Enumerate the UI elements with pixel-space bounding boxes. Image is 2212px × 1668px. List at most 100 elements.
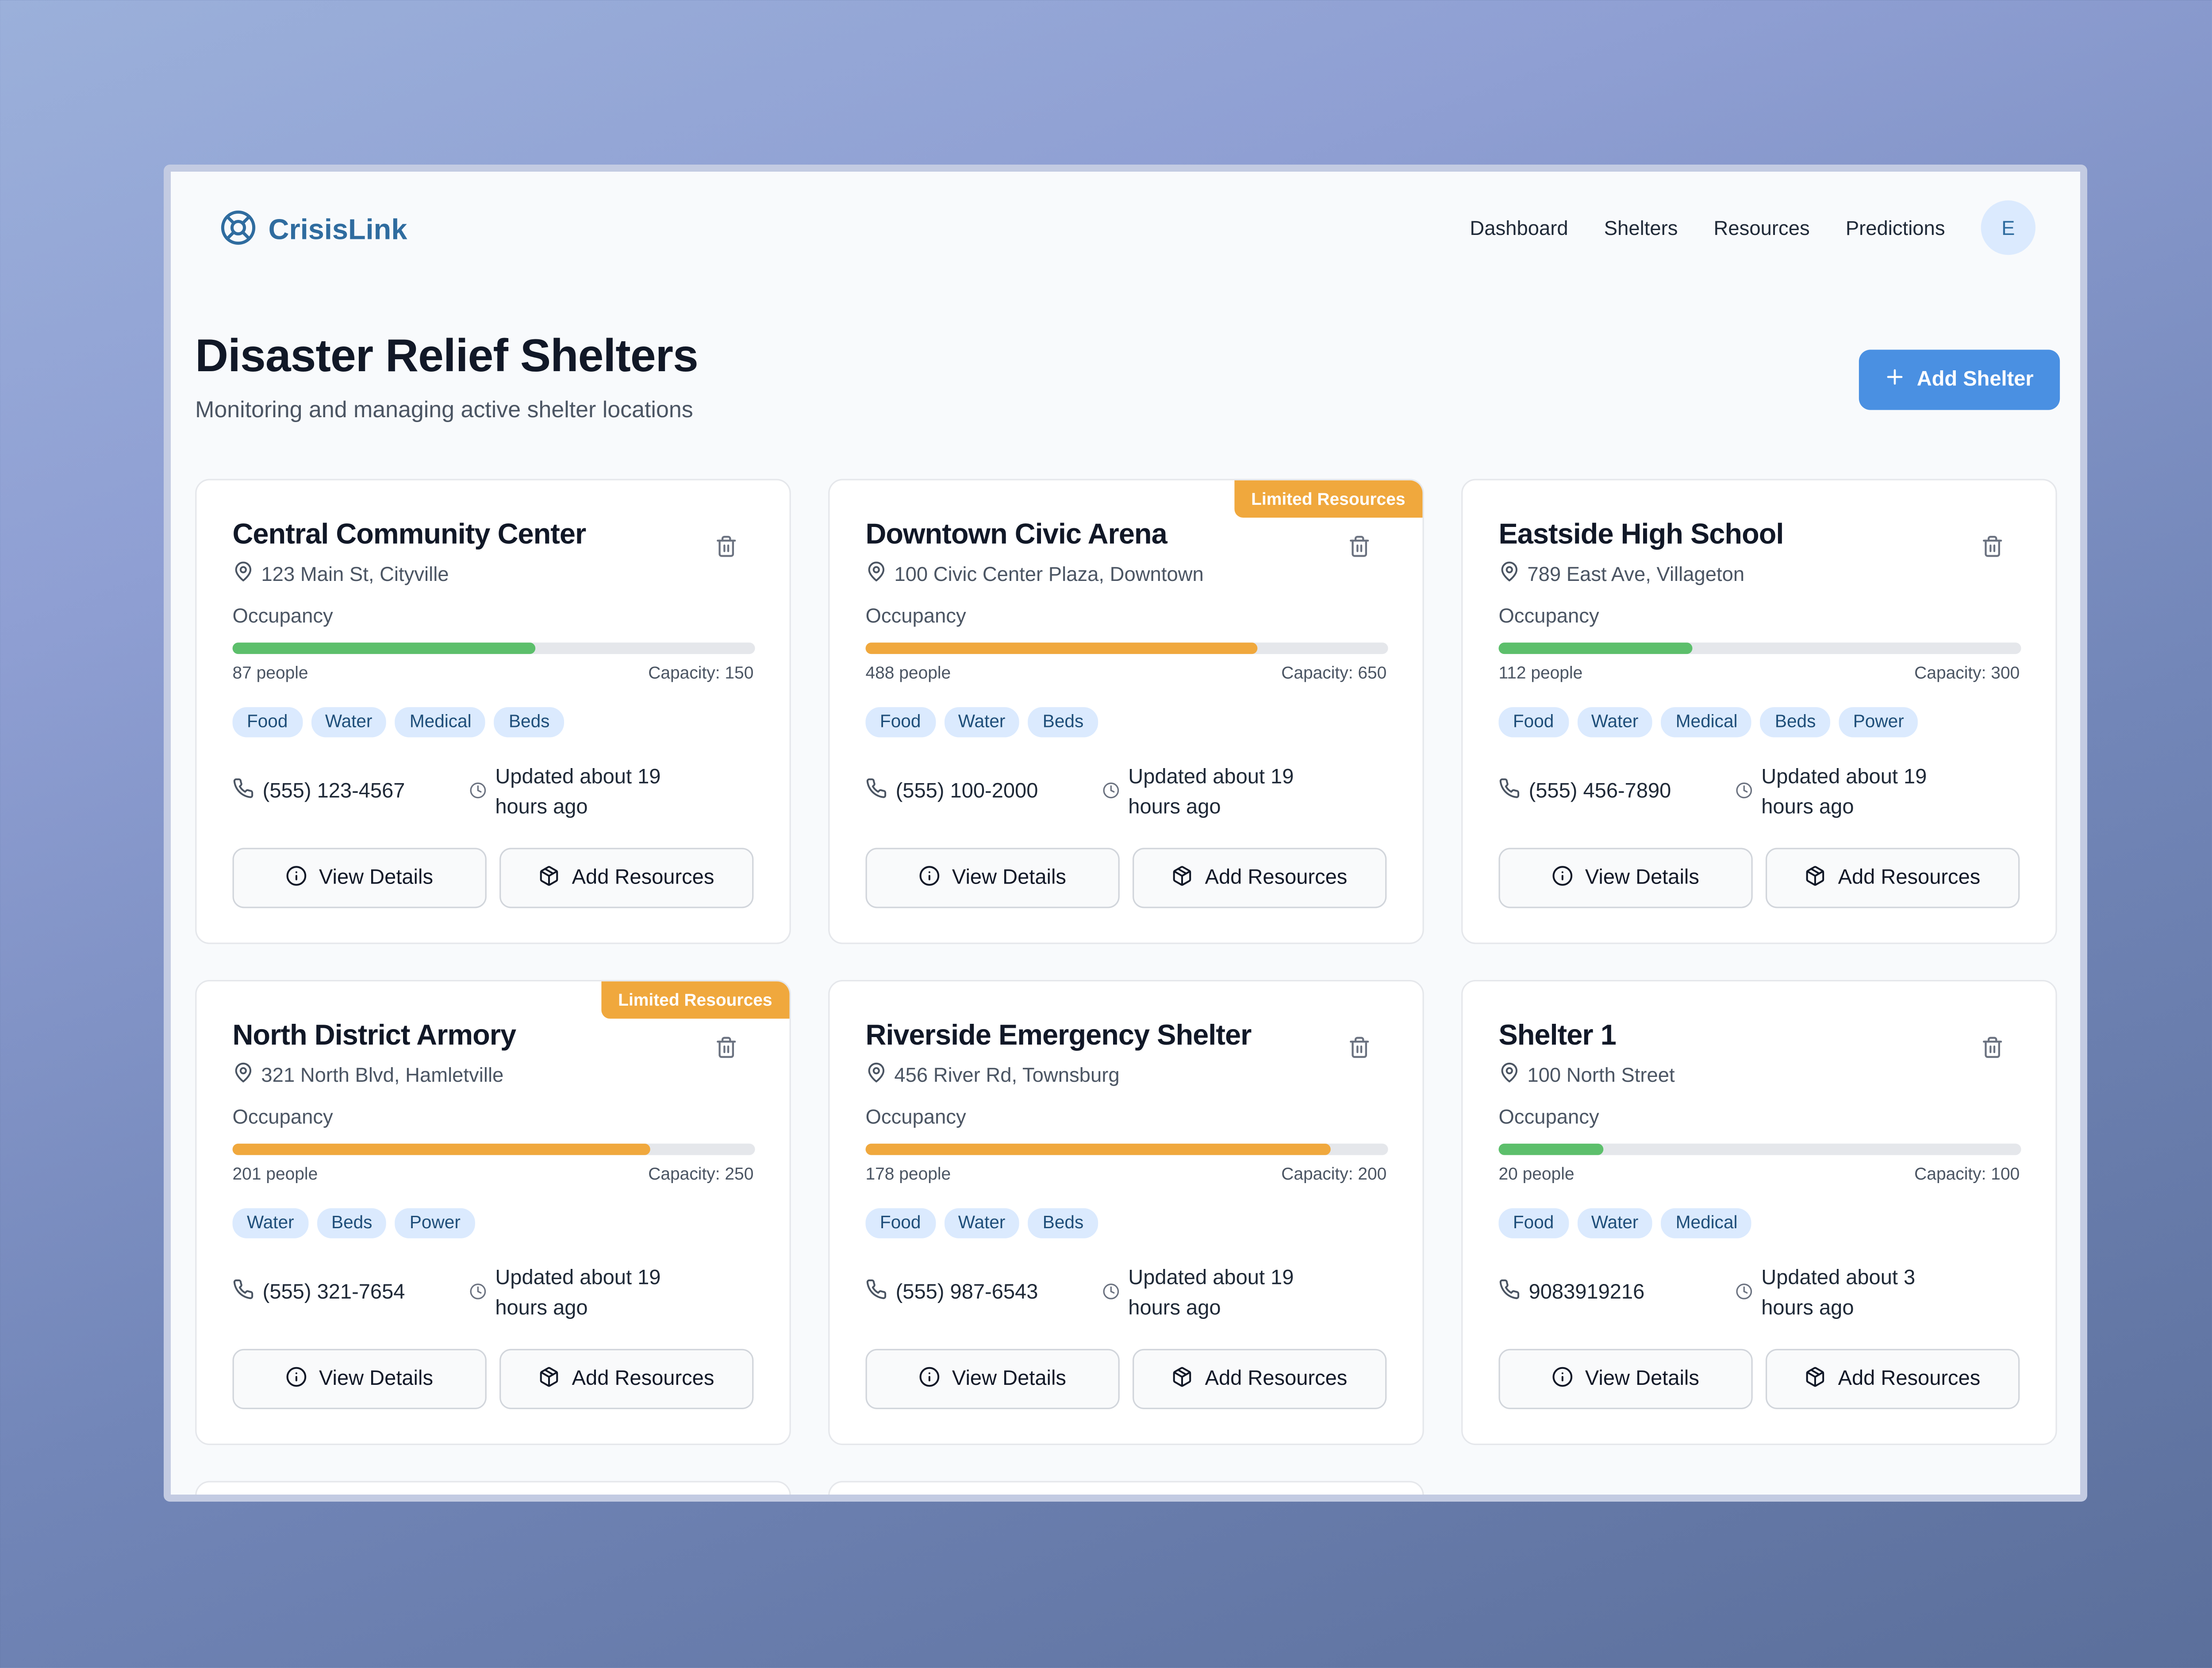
map-pin-icon [865, 1062, 887, 1088]
info-icon [286, 1365, 307, 1393]
updated-text: Updated about 19 hours ago [1128, 766, 1294, 819]
resource-tag: Water [944, 1208, 1020, 1238]
resource-tags: Food Water Medical Beds Power [1498, 707, 1919, 738]
last-updated: Updated about 3 hours ago [1736, 1264, 1962, 1324]
view-details-button[interactable]: View Details [232, 1349, 487, 1410]
resource-tag: Medical [395, 707, 486, 738]
people-count: 178 people [865, 1164, 951, 1184]
phone-text: (555) 100-2000 [895, 780, 1038, 803]
view-details-button[interactable]: View Details [865, 848, 1120, 908]
people-count: 20 people [1498, 1164, 1575, 1184]
view-details-label: View Details [1585, 1367, 1699, 1391]
occupancy-label: Occupancy [232, 603, 333, 627]
map-pin-icon [1498, 561, 1520, 586]
shelter-address: 100 Civic Center Plaza, Downtown [865, 561, 1204, 586]
resource-tag: Beds [1760, 707, 1830, 738]
view-details-button[interactable]: View Details [1498, 848, 1753, 908]
view-details-button[interactable]: View Details [865, 1349, 1120, 1410]
occupancy-bar-fill [865, 642, 1258, 654]
last-updated: Updated about 19 hours ago [1736, 763, 1962, 823]
clock-icon [1102, 1279, 1120, 1309]
occupancy-bar [1498, 1143, 2021, 1155]
capacity-value: Capacity: 100 [1914, 1164, 2020, 1184]
occupancy-bar-fill [1498, 642, 1692, 654]
trash-icon[interactable] [715, 1036, 738, 1066]
brand-logo[interactable]: CrisisLink [219, 209, 407, 254]
shelter-phone: (555) 321-7654 [233, 1279, 405, 1306]
clock-icon [469, 1279, 487, 1309]
shelter-name: Eastside High School [1498, 519, 1784, 551]
address-text: 456 River Rd, Townsburg [894, 1063, 1120, 1086]
updated-text: Updated about 19 hours ago [1761, 766, 1927, 819]
occupancy-label: Occupancy [865, 603, 966, 627]
resource-tag: Water [1577, 707, 1653, 738]
resource-tags: Food Water Medical [1498, 1208, 1752, 1238]
resource-tag: Water [1577, 1208, 1653, 1238]
trash-icon[interactable] [1348, 535, 1371, 565]
nav-predictions[interactable]: Predictions [1845, 216, 1945, 239]
limited-resources-badge: Limited Resources [601, 981, 790, 1019]
top-navbar: CrisisLink Dashboard Shelters Resources … [171, 172, 2080, 287]
limited-resources-badge: Limited Resources [1234, 480, 1423, 518]
add-resources-button[interactable]: Add Resources [499, 1349, 754, 1410]
main-nav: Dashboard Shelters Resources Predictions… [1470, 200, 2035, 255]
nav-dashboard[interactable]: Dashboard [1470, 216, 1568, 239]
people-count: 488 people [865, 662, 951, 683]
shelter-phone: (555) 100-2000 [865, 777, 1038, 805]
trash-icon[interactable] [1981, 535, 2004, 565]
shelter-card: Eastside High School 789 East Ave, Villa… [1461, 479, 2057, 944]
view-details-button[interactable]: View Details [232, 848, 487, 908]
add-resources-button[interactable]: Add Resources [1765, 848, 2020, 908]
capacity-value: Capacity: 200 [1281, 1164, 1387, 1184]
phone-icon [233, 777, 254, 805]
resource-tag: Beds [317, 1208, 387, 1238]
add-resources-button[interactable]: Add Resources [1765, 1349, 2020, 1410]
occupancy-label: Occupancy [232, 1105, 333, 1128]
plus-icon [1885, 367, 1905, 392]
package-icon [1172, 865, 1194, 892]
trash-icon[interactable] [1981, 1036, 2004, 1066]
add-resources-label: Add Resources [1205, 1367, 1348, 1391]
shelter-address: 321 North Blvd, Hamletville [233, 1062, 504, 1088]
occupancy-bar [865, 1143, 1388, 1155]
view-details-button[interactable]: View Details [1498, 1349, 1753, 1410]
add-resources-button[interactable]: Add Resources [499, 848, 754, 908]
trash-icon[interactable] [715, 535, 738, 565]
resource-tag: Power [395, 1208, 475, 1238]
phone-text: (555) 321-7654 [262, 1280, 405, 1304]
add-resources-label: Add Resources [1205, 866, 1348, 890]
resource-tag: Water [232, 1208, 309, 1238]
nav-resources[interactable]: Resources [1713, 216, 1810, 239]
capacity-value: Capacity: 300 [1914, 662, 2020, 683]
updated-text: Updated about 19 hours ago [495, 1267, 661, 1320]
view-details-label: View Details [319, 866, 434, 890]
add-resources-label: Add Resources [572, 866, 714, 890]
nav-shelters[interactable]: Shelters [1604, 216, 1678, 239]
resource-tag: Food [1498, 1208, 1568, 1238]
shelter-name: Central Community Center [232, 519, 587, 551]
resource-tag: Food [865, 707, 935, 738]
occupancy-label: Occupancy [865, 1105, 966, 1128]
last-updated: Updated about 19 hours ago [1102, 763, 1329, 823]
updated-text: Updated about 19 hours ago [495, 766, 661, 819]
capacity-value: Capacity: 150 [648, 662, 754, 683]
add-shelter-button[interactable]: Add Shelter [1859, 350, 2060, 410]
resource-tag: Water [311, 707, 387, 738]
address-text: 100 North Street [1527, 1063, 1675, 1086]
user-avatar[interactable]: E [1981, 200, 2035, 255]
add-resources-button[interactable]: Add Resources [1133, 1349, 1387, 1410]
trash-icon[interactable] [1348, 1036, 1371, 1066]
address-text: 321 North Blvd, Hamletville [261, 1063, 504, 1086]
view-details-label: View Details [1585, 866, 1699, 890]
capacity-value: Capacity: 650 [1281, 662, 1387, 683]
shelter-card-partial [828, 1481, 1424, 1495]
shelter-name: Riverside Emergency Shelter [865, 1020, 1252, 1052]
clock-icon [469, 778, 487, 808]
shelter-address: 123 Main St, Cityville [233, 561, 449, 586]
phone-icon [1498, 777, 1520, 805]
shelter-phone: 9083919216 [1498, 1279, 1644, 1306]
package-icon [539, 865, 561, 892]
add-resources-button[interactable]: Add Resources [1133, 848, 1387, 908]
map-pin-icon [233, 1062, 254, 1088]
info-icon [286, 865, 307, 892]
